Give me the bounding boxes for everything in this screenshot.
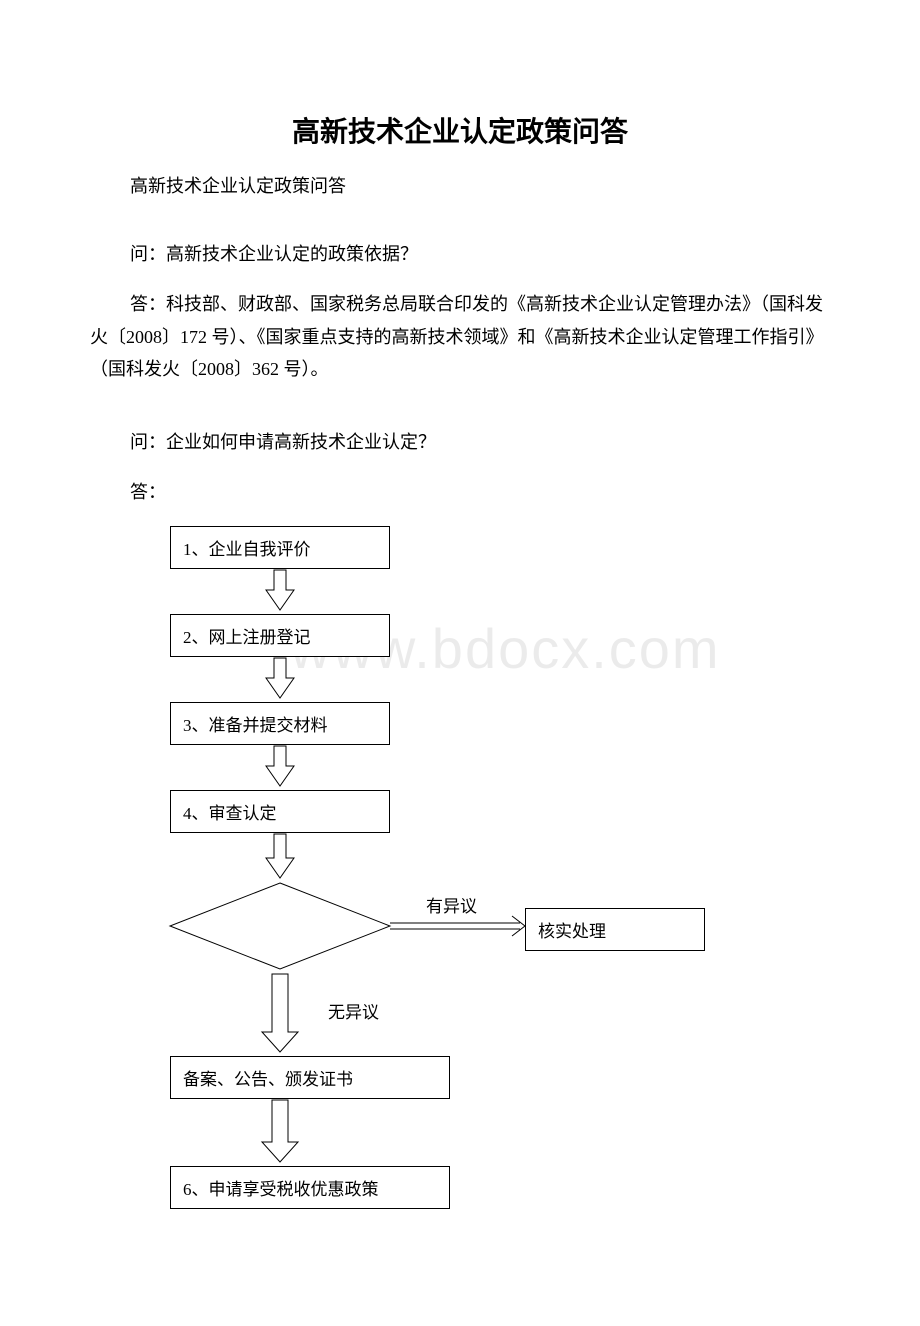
page-title: 高新技术企业认定政策问答 [90, 110, 830, 150]
arrow-5-7 [262, 974, 298, 1052]
flowchart: www.bdocx.com 1、企业自我评价 2、网上注册登记 3、准备并提交材… [170, 526, 830, 1246]
subtitle: 高新技术企业认定政策问答 [130, 172, 830, 198]
arrow-3-4 [266, 746, 294, 786]
flowchart-svg [170, 526, 770, 1246]
arrow-1-2 [266, 570, 294, 610]
arrow-7-8 [262, 1100, 298, 1162]
answer-1: 答：科技部、财政部、国家税务总局联合印发的《高新技术企业认定管理办法》（国科发火… [90, 288, 830, 385]
arrow-2-3 [266, 658, 294, 698]
answer-2-label: 答： [130, 476, 830, 508]
question-1: 问：高新技术企业认定的政策依据？ [130, 238, 830, 270]
arrow-5-6 [390, 916, 525, 936]
question-2: 问：企业如何申请高新技术企业认定？ [130, 426, 830, 458]
arrow-4-5 [266, 834, 294, 878]
diamond-node-5 [170, 883, 390, 969]
